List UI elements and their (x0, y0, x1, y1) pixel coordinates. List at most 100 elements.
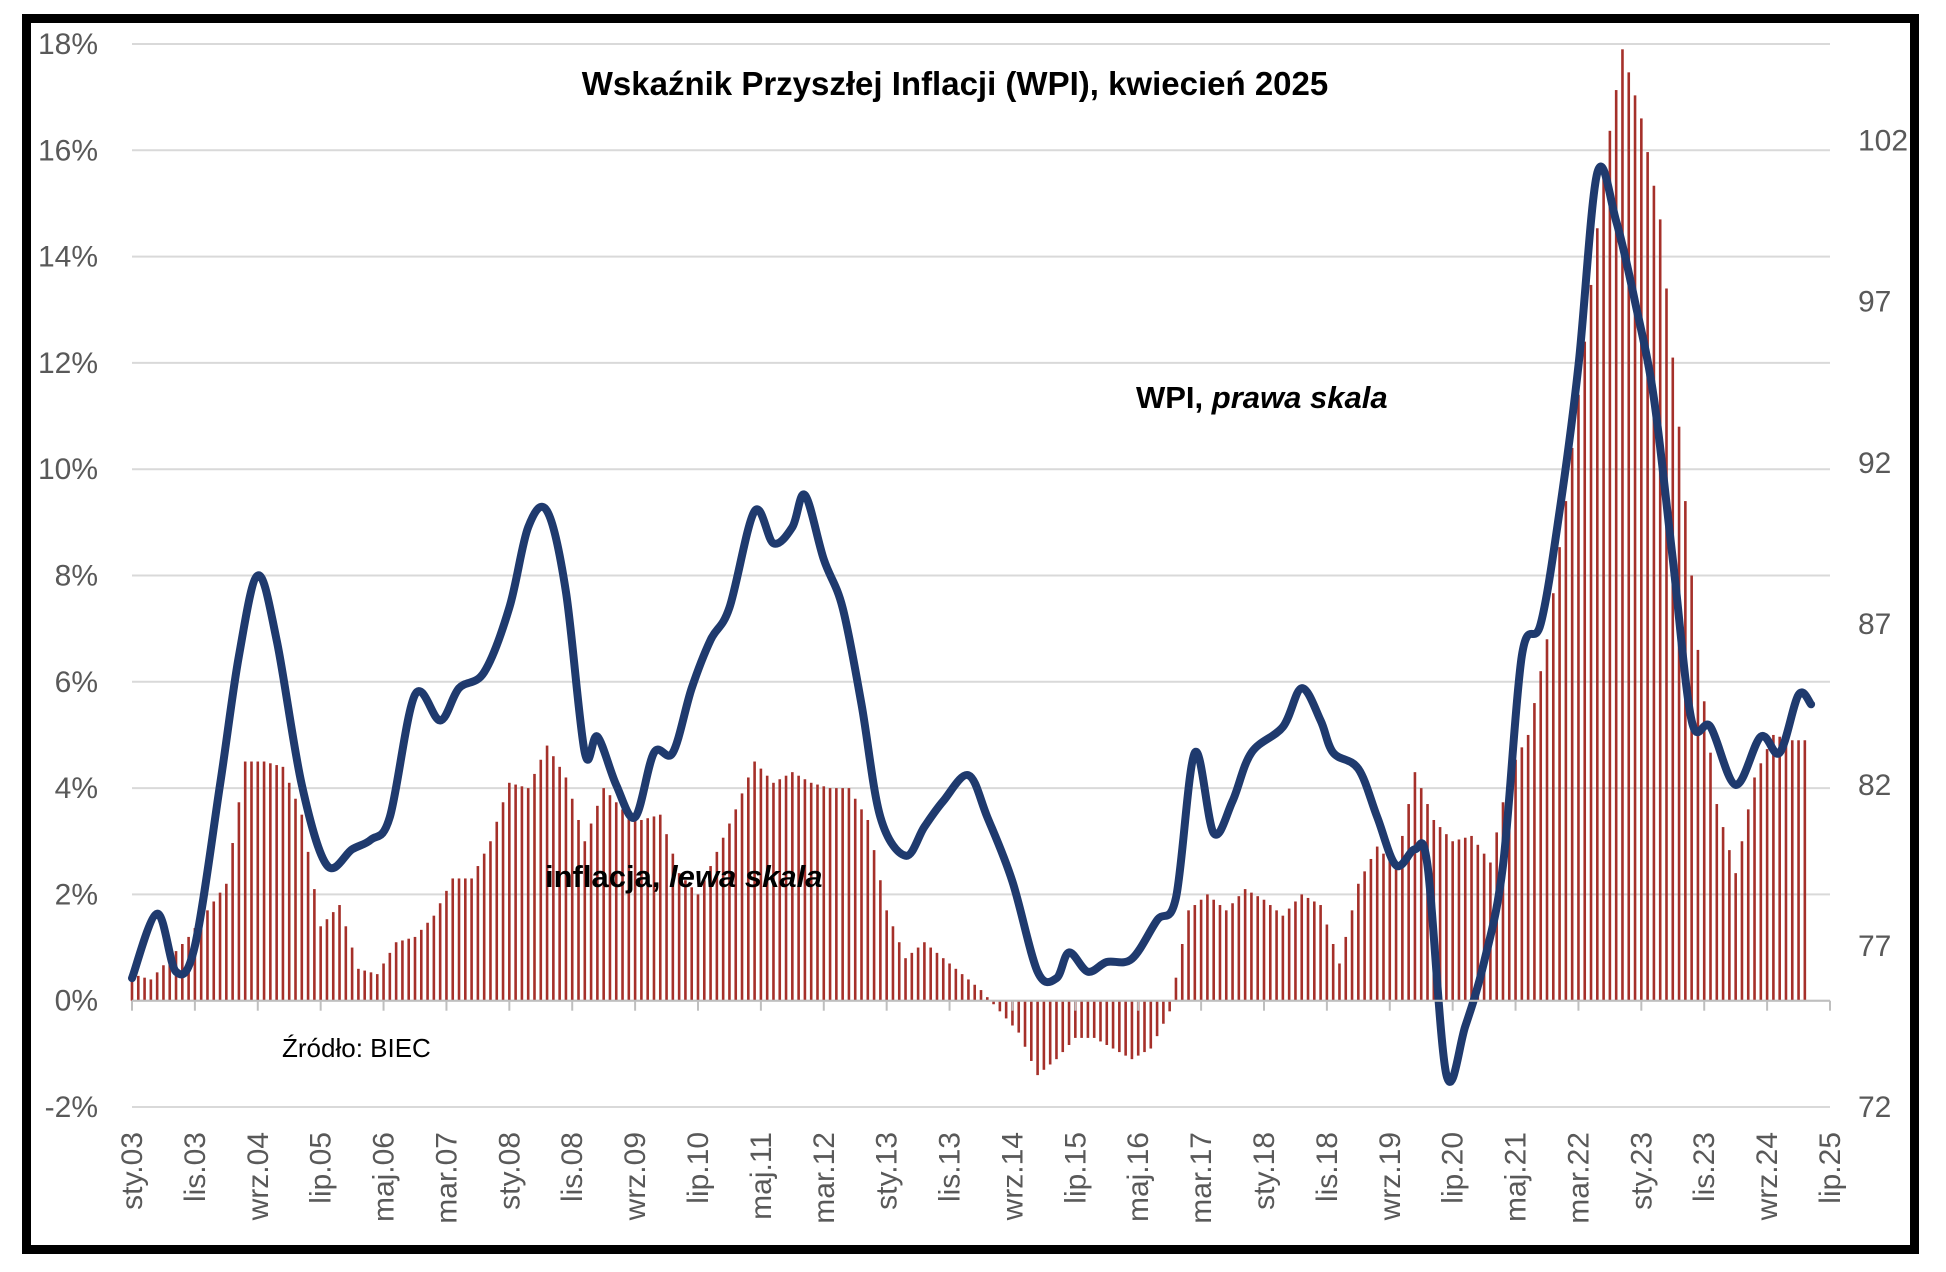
x-tick-label: lis.13 (934, 1132, 967, 1202)
x-tick-label: lip.15 (1059, 1132, 1092, 1204)
inflation-bar (193, 928, 197, 1001)
inflation-bar (206, 910, 209, 1001)
inflation-bar (879, 880, 882, 1001)
x-tick-label: maj.21 (1500, 1132, 1533, 1222)
inflation-bar (281, 766, 285, 1001)
inflation-bar (338, 905, 341, 1001)
inflation-bar (1564, 501, 1568, 1001)
inflation-bar (1111, 1000, 1115, 1049)
x-tick-label: lis.08 (556, 1132, 589, 1202)
inflation-bar (1583, 341, 1587, 1001)
inflation-bar (866, 819, 870, 1001)
source-note: Źródło: BIEC (282, 1033, 431, 1063)
inflation-bar (1696, 649, 1700, 1001)
inflation-bar (1734, 873, 1737, 1001)
inflation-bar (375, 974, 379, 1001)
inflation-bar (438, 903, 442, 1001)
inflation-bar (470, 878, 473, 1001)
inflation-bar (577, 819, 580, 1001)
inflation-bar (847, 788, 851, 1001)
inflation-bar (1143, 1000, 1146, 1053)
inflation-bar (916, 947, 920, 1001)
inflation-bar (646, 818, 649, 1001)
inflation-bar (1017, 1000, 1021, 1033)
inflation-bar (344, 926, 348, 1001)
inflation-bar (929, 947, 932, 1001)
inflation-bar (822, 786, 826, 1001)
inflation-bar (1728, 850, 1731, 1001)
inflation-bar (1388, 860, 1392, 1001)
inflation-bar (1130, 1000, 1134, 1060)
left-tick-label: -2% (45, 1091, 98, 1124)
inflation-bar (294, 798, 297, 1001)
inflation-bar (828, 788, 832, 1001)
inflation-bar (709, 866, 712, 1001)
inflation-bar (853, 798, 857, 1001)
inflation-bar (1187, 910, 1190, 1001)
inflation-bar (1740, 841, 1744, 1001)
right-tick-label: 97 (1858, 286, 1891, 319)
left-tick-label: 16% (38, 134, 98, 167)
inflation-bar (835, 788, 838, 1001)
inflation-bar (1470, 835, 1473, 1001)
left-tick-label: 8% (55, 560, 98, 593)
inflation-bar (413, 936, 417, 1001)
inflation-bar (319, 926, 322, 1001)
inflation-bar (130, 974, 134, 1001)
inflation-bar (640, 819, 643, 1001)
inflation-bar (1136, 1000, 1140, 1056)
inflation-bar (1030, 1000, 1033, 1061)
inflation-bar (765, 775, 769, 1001)
inflation-bar (897, 942, 901, 1001)
inflation-bar (589, 823, 593, 1001)
inflation-bar (885, 910, 888, 1001)
inflation-bar (1765, 749, 1769, 1001)
inflation-bar (1457, 839, 1461, 1001)
inflation-bar (690, 887, 694, 1001)
inflation-bar (728, 823, 731, 1001)
x-tick-label: wrz.19 (1374, 1132, 1407, 1221)
inflation-bar (243, 761, 247, 1001)
inflation-bar (250, 761, 253, 1001)
left-tick-label: 6% (55, 666, 98, 699)
x-tick-label: lis.23 (1688, 1132, 1721, 1202)
inflation-bar (1074, 1000, 1077, 1038)
gridlines (132, 43, 1830, 1108)
left-tick-label: 4% (55, 772, 98, 805)
inflation-bar (1067, 1000, 1071, 1045)
inflation-bar (696, 894, 700, 1001)
inflation-bar (1633, 95, 1637, 1001)
x-tick-label: lip.20 (1437, 1132, 1470, 1204)
inflation-bar (702, 880, 706, 1001)
inflation-bar (149, 979, 153, 1001)
inflation-bar (514, 784, 517, 1001)
inflation-bar (1275, 910, 1278, 1001)
inflation-bar (1206, 894, 1209, 1001)
inflation-bar (1797, 740, 1800, 1001)
inflation-bar (1507, 772, 1511, 1001)
inflation-bar (1463, 837, 1467, 1001)
x-tick-label: lip.10 (682, 1132, 715, 1204)
inflation-bar (1514, 759, 1517, 1001)
inflation-bar (759, 768, 763, 1001)
inflation-bar (791, 772, 794, 1001)
inflation-bar (1526, 734, 1530, 1001)
inflation-series-label: inflacja, lewa skala (545, 859, 822, 894)
inflation-bar (552, 756, 555, 1001)
inflation-bar (665, 834, 668, 1001)
inflation-bar (627, 812, 631, 1001)
wpi-series-label: WPI, prawa skala (1136, 380, 1388, 415)
inflation-bar (1608, 130, 1612, 1001)
inflation-bar (1589, 284, 1593, 1001)
inflation-bar (482, 853, 486, 1001)
inflation-bar (1325, 924, 1329, 1001)
inflation-bar (797, 775, 800, 1001)
inflation-bar (633, 816, 637, 1001)
inflation-bar (614, 802, 618, 1001)
inflation-bar (143, 977, 146, 1001)
inflation-bar (1313, 901, 1316, 1001)
inflation-bar (1407, 804, 1410, 1001)
inflation-bar (539, 759, 543, 1001)
right-tick-label: 102 (1858, 125, 1908, 158)
